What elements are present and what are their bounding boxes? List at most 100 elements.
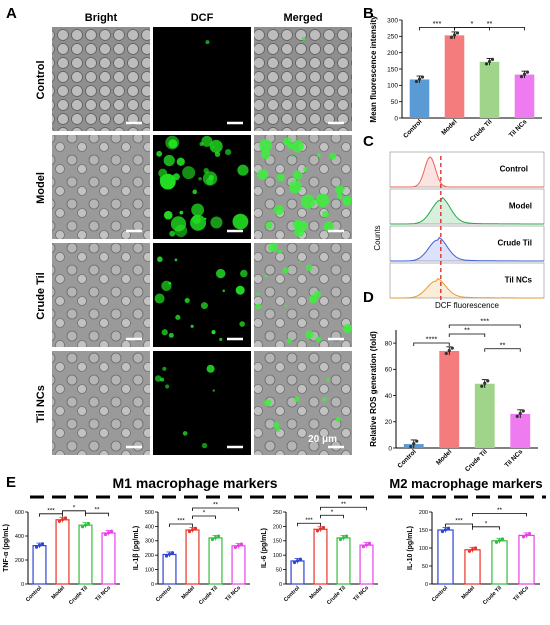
merged-spot [288,180,302,194]
merged-spot [256,292,260,296]
data-point [80,525,85,529]
dcf-spot [154,293,165,304]
x-tick-label: Control [402,118,423,139]
merged-spot [323,221,335,233]
x-tick-label: Control [431,585,449,603]
y-tick-label: 250 [387,34,398,41]
dcf-spot [175,314,181,320]
merged-spot [283,137,292,146]
data-point [444,351,448,356]
bar [231,545,246,585]
x-tick-label: Til NCs [95,585,113,603]
dcf-spot [156,150,163,157]
bar [162,553,177,585]
merged-spot [268,242,278,252]
x-tick-label: Model [309,585,325,601]
histogram-label: Crude Til [497,239,532,248]
x-tick-label: Crude Til [68,585,89,606]
y-tick-label: 0 [21,582,24,588]
data-point [519,75,524,79]
y-tick-label: 0 [151,582,154,588]
significance-label: *** [455,518,463,525]
merged-spot [301,36,306,41]
data-point [467,549,472,553]
significance-bracket [169,523,193,527]
merged-spot [306,264,313,271]
merged-spot [282,267,289,274]
bar [439,350,460,448]
x-tick-label: Control [283,585,301,603]
dcf-spot [219,337,223,341]
merged-spot [264,274,268,278]
merged-spot [335,185,344,195]
x-tick-label: Til NCs [353,585,371,603]
bar [32,544,47,585]
data-point [86,521,91,526]
y-tick-label: 150 [387,66,398,73]
chart-e-il-6: 0 50 100 150 200 250 IL-6 (pg/mL) Control Model C… [261,501,378,606]
histogram-fill [390,278,544,298]
dcf-spot [204,217,207,220]
significance-bracket [448,324,521,328]
chart-b-mean-fluorescence: 0 50 100 150 200 250 300 Mean fluorescence inte… [369,15,542,143]
significance-bracket [192,515,216,519]
y-tick-label: 500 [145,510,154,516]
bar [313,528,328,585]
significance-label: ** [500,340,506,349]
data-point [409,444,413,449]
data-point [443,528,448,532]
dcf-spot [182,166,196,180]
merged-spot [336,193,343,200]
merged-spot [273,421,280,428]
bar [78,524,93,585]
y-tick-label: 150 [273,539,282,545]
merged-spot [315,336,322,343]
row-label-crude-til: Crude Til [35,272,47,319]
merged-spot [261,150,271,160]
bar [290,560,305,585]
bar [185,529,200,585]
y-tick-label: 200 [387,50,398,57]
dcf-spot [190,214,207,231]
data-point [480,384,484,388]
m1-title: M1 macrophage markers [113,475,278,491]
dcf-spot [179,210,184,215]
data-point [521,409,525,413]
dcf-spot [200,302,208,310]
bar [518,534,535,585]
bar [336,537,351,585]
x-tick-label: Control [396,448,417,469]
y-tick-label: 50 [276,568,282,574]
data-point [361,545,366,549]
dcf-spot [237,164,249,176]
dcf-spot [199,141,204,146]
dcf-spot [240,269,248,278]
merged-spot [277,249,283,254]
y-tick-label: 0 [279,582,282,588]
data-point [487,59,492,64]
micrograph-merged [254,243,352,347]
significance-label: * [471,19,474,28]
merged-spot [291,155,295,158]
merged-spot [300,194,316,209]
m2-title: M2 macrophage markers [389,476,542,491]
bar [55,519,70,585]
significance-bracket [320,514,344,519]
data-point [518,411,522,416]
y-tick-label: 50 [422,564,428,570]
dcf-spot [201,442,208,449]
data-point [500,537,505,541]
dcf-spot [168,281,172,285]
merged-spot [303,166,308,172]
y-tick-label: 150 [419,528,428,534]
data-point [452,33,457,37]
row-label-control: Control [35,60,47,99]
merged-spot [273,204,285,216]
significance-bracket [62,510,86,514]
data-point [344,534,349,538]
merged-spot [255,303,262,310]
histogram-label: Model [509,202,532,211]
scale-bar-label: 20 μm [308,434,337,445]
data-point [341,536,346,540]
data-point [233,545,238,549]
